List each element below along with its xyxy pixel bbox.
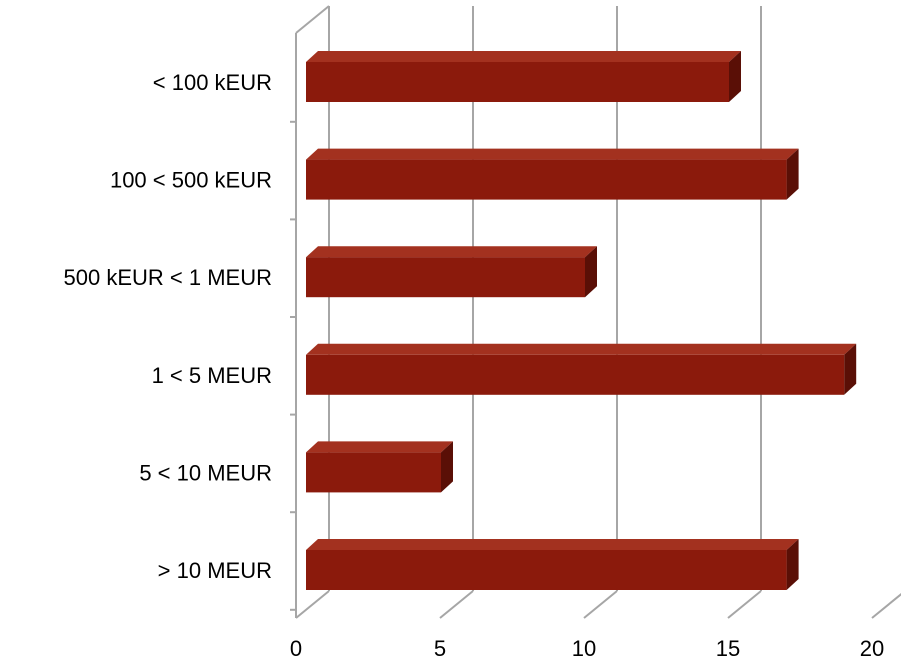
category-label: < 100 kEUR (153, 70, 272, 95)
x-tick-label: 10 (572, 636, 596, 661)
bar-top-face (306, 246, 597, 258)
category-label: 5 < 10 MEUR (139, 460, 272, 485)
bar-side-face (441, 441, 453, 493)
bar-top-face (306, 539, 799, 550)
grid-layer (290, 5, 901, 619)
labels-layer: 0 5 10 15 20 < 100 kEUR 100 < 500 kEUR 500 kEUR… (64, 70, 885, 661)
category-label: 500 kEUR < 1 MEUR (64, 265, 272, 290)
bar-side-face (729, 51, 741, 102)
category-label: 100 < 500 kEUR (110, 168, 272, 193)
floor-gridline (295, 590, 330, 619)
bar (306, 550, 787, 590)
bar (306, 452, 441, 493)
x-tick-label: 15 (716, 636, 740, 661)
x-tick-label: 0 (290, 636, 302, 661)
bar (306, 159, 787, 200)
category-label: 1 < 5 MEUR (152, 363, 272, 388)
left-wall-top-edge (295, 5, 330, 34)
bar-side-face (585, 246, 597, 298)
bar (306, 257, 585, 298)
bar (306, 354, 845, 395)
floor-gridline (583, 590, 618, 619)
x-tick-label: 20 (860, 636, 884, 661)
x-tick-label: 5 (434, 636, 446, 661)
bar-top-face (306, 148, 799, 160)
bar-side-face (844, 343, 857, 395)
floor-gridline (871, 592, 901, 619)
bar-side-face (786, 148, 799, 200)
floor-gridline (439, 590, 474, 619)
bar-top-face (306, 51, 741, 62)
bar-top-face (306, 343, 857, 355)
bars-layer (306, 51, 857, 590)
bar (306, 62, 729, 102)
floor-gridline (727, 590, 762, 619)
bar-top-face (306, 441, 453, 453)
category-label: > 10 MEUR (158, 558, 272, 583)
bar-side-face (786, 539, 799, 590)
